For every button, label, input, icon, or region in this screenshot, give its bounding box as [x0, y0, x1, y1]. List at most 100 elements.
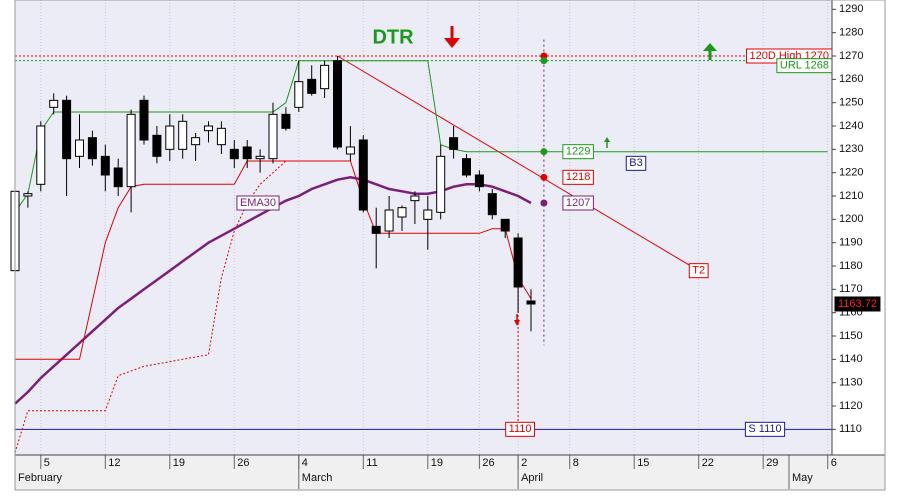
candle-body: [178, 120, 188, 150]
marker-dot: [540, 199, 548, 207]
candle-body: [526, 300, 536, 305]
y-tick-label: 1130: [839, 377, 863, 389]
indicator-line: [14, 60, 828, 213]
y-tick-label: 1140: [839, 353, 863, 365]
candle-body: [462, 158, 471, 176]
candle-body: [268, 113, 278, 160]
candle-body: [294, 81, 304, 108]
arrow-up-signal: [703, 43, 717, 60]
candle-body: [165, 125, 175, 150]
x-tick-label: 22: [702, 457, 714, 469]
target-label: 1110: [509, 423, 532, 435]
target-label-box: [505, 421, 536, 437]
line-label-group: EMA30: [236, 195, 280, 211]
marker-label-group: 1218: [562, 169, 594, 185]
x-tick-label: 6: [831, 457, 837, 469]
candle-body: [204, 125, 213, 132]
x-tick-label: 2: [521, 457, 527, 469]
x-tick-label: 19: [173, 457, 185, 469]
candle-body: [62, 99, 72, 160]
candle-body: [36, 125, 46, 185]
candle-body: [139, 99, 149, 141]
x-tick-label: 8: [573, 457, 579, 469]
candle-body: [333, 60, 342, 148]
trend-label-group: T2: [688, 263, 709, 279]
month-label: April: [521, 472, 543, 484]
candle-body: [474, 174, 484, 188]
x-tick-label: 26: [482, 457, 494, 469]
target-label-group: 1110: [505, 421, 536, 437]
candle-body: [242, 146, 252, 160]
x-tick-label: 5: [44, 457, 50, 469]
candle-body: [513, 237, 523, 288]
y-tick-label: 1150: [839, 330, 863, 342]
month-label: March: [302, 472, 333, 484]
last-price-label: 1163.72: [838, 298, 877, 310]
candle-body: [113, 167, 123, 188]
y-tick-label: 1110: [839, 423, 862, 435]
y-tick-label: 1120: [839, 400, 863, 412]
y-tick-label: 1200: [839, 213, 863, 225]
marker-dot: [540, 148, 548, 156]
candles: [10, 56, 536, 332]
arrow-down-signal: [444, 26, 460, 48]
candle-body: [75, 139, 84, 157]
candle-body: [126, 113, 136, 188]
x-tick-label: 19: [431, 457, 443, 469]
marker-label-group: 1207: [562, 195, 594, 211]
candle-body: [397, 207, 407, 218]
level-label-group: URL 1268: [776, 58, 833, 74]
frame: [14, 0, 886, 491]
month-label: February: [18, 472, 63, 484]
signal-label: B3: [629, 157, 642, 169]
arrow-down-small: [514, 314, 520, 326]
y-axis-area: [832, 0, 885, 455]
x-axis-area: [15, 455, 885, 490]
candle-body: [371, 225, 381, 234]
candle-body: [87, 137, 97, 160]
candle-body: [500, 218, 510, 232]
y-tick-label: 1240: [839, 120, 863, 132]
candle-body: [100, 155, 110, 176]
marker-label: 1229: [566, 146, 590, 158]
x-tick-label: 11: [366, 457, 377, 469]
candle-body: [191, 137, 201, 146]
line-label: EMA30: [240, 197, 276, 209]
marker-label: 1207: [566, 197, 590, 209]
y-tick-label: 1170: [839, 283, 863, 295]
candle-body: [23, 193, 33, 197]
candle-body: [281, 113, 291, 129]
marker-label-box: [562, 169, 594, 185]
trend-label-box: [688, 263, 709, 279]
chart-title: DTR: [372, 26, 414, 48]
candle-body: [152, 134, 162, 157]
x-tick-label: 4: [302, 457, 308, 469]
candle-body: [358, 139, 368, 211]
y-tick-label: 1250: [839, 97, 863, 109]
plot-area: [15, 0, 832, 455]
candle-body: [410, 195, 420, 202]
candle-body: [216, 127, 226, 146]
y-tick-label: 1210: [839, 190, 863, 202]
candle-body: [320, 64, 330, 90]
candle-body: [229, 148, 239, 160]
candle-body: [307, 78, 317, 94]
x-tick-label: 12: [108, 457, 120, 469]
y-tick-label: 1190: [839, 237, 863, 249]
x-tick-label: 26: [237, 457, 249, 469]
last-price-label-group: 1163.72: [834, 296, 881, 312]
trend-label: T2: [692, 265, 705, 277]
trend-line: [337, 55, 699, 272]
level-label: S 1110: [748, 423, 781, 435]
y-tick-label: 1220: [839, 167, 863, 179]
x-tick-label: 15: [637, 457, 649, 469]
candle-body: [449, 137, 459, 150]
x-tick-label: 29: [766, 457, 778, 469]
candle-body: [436, 155, 446, 213]
candle-body: [345, 146, 355, 155]
candle-body: [423, 209, 433, 220]
arrow-up-small: [604, 137, 610, 148]
signal-label-box: [625, 155, 647, 171]
